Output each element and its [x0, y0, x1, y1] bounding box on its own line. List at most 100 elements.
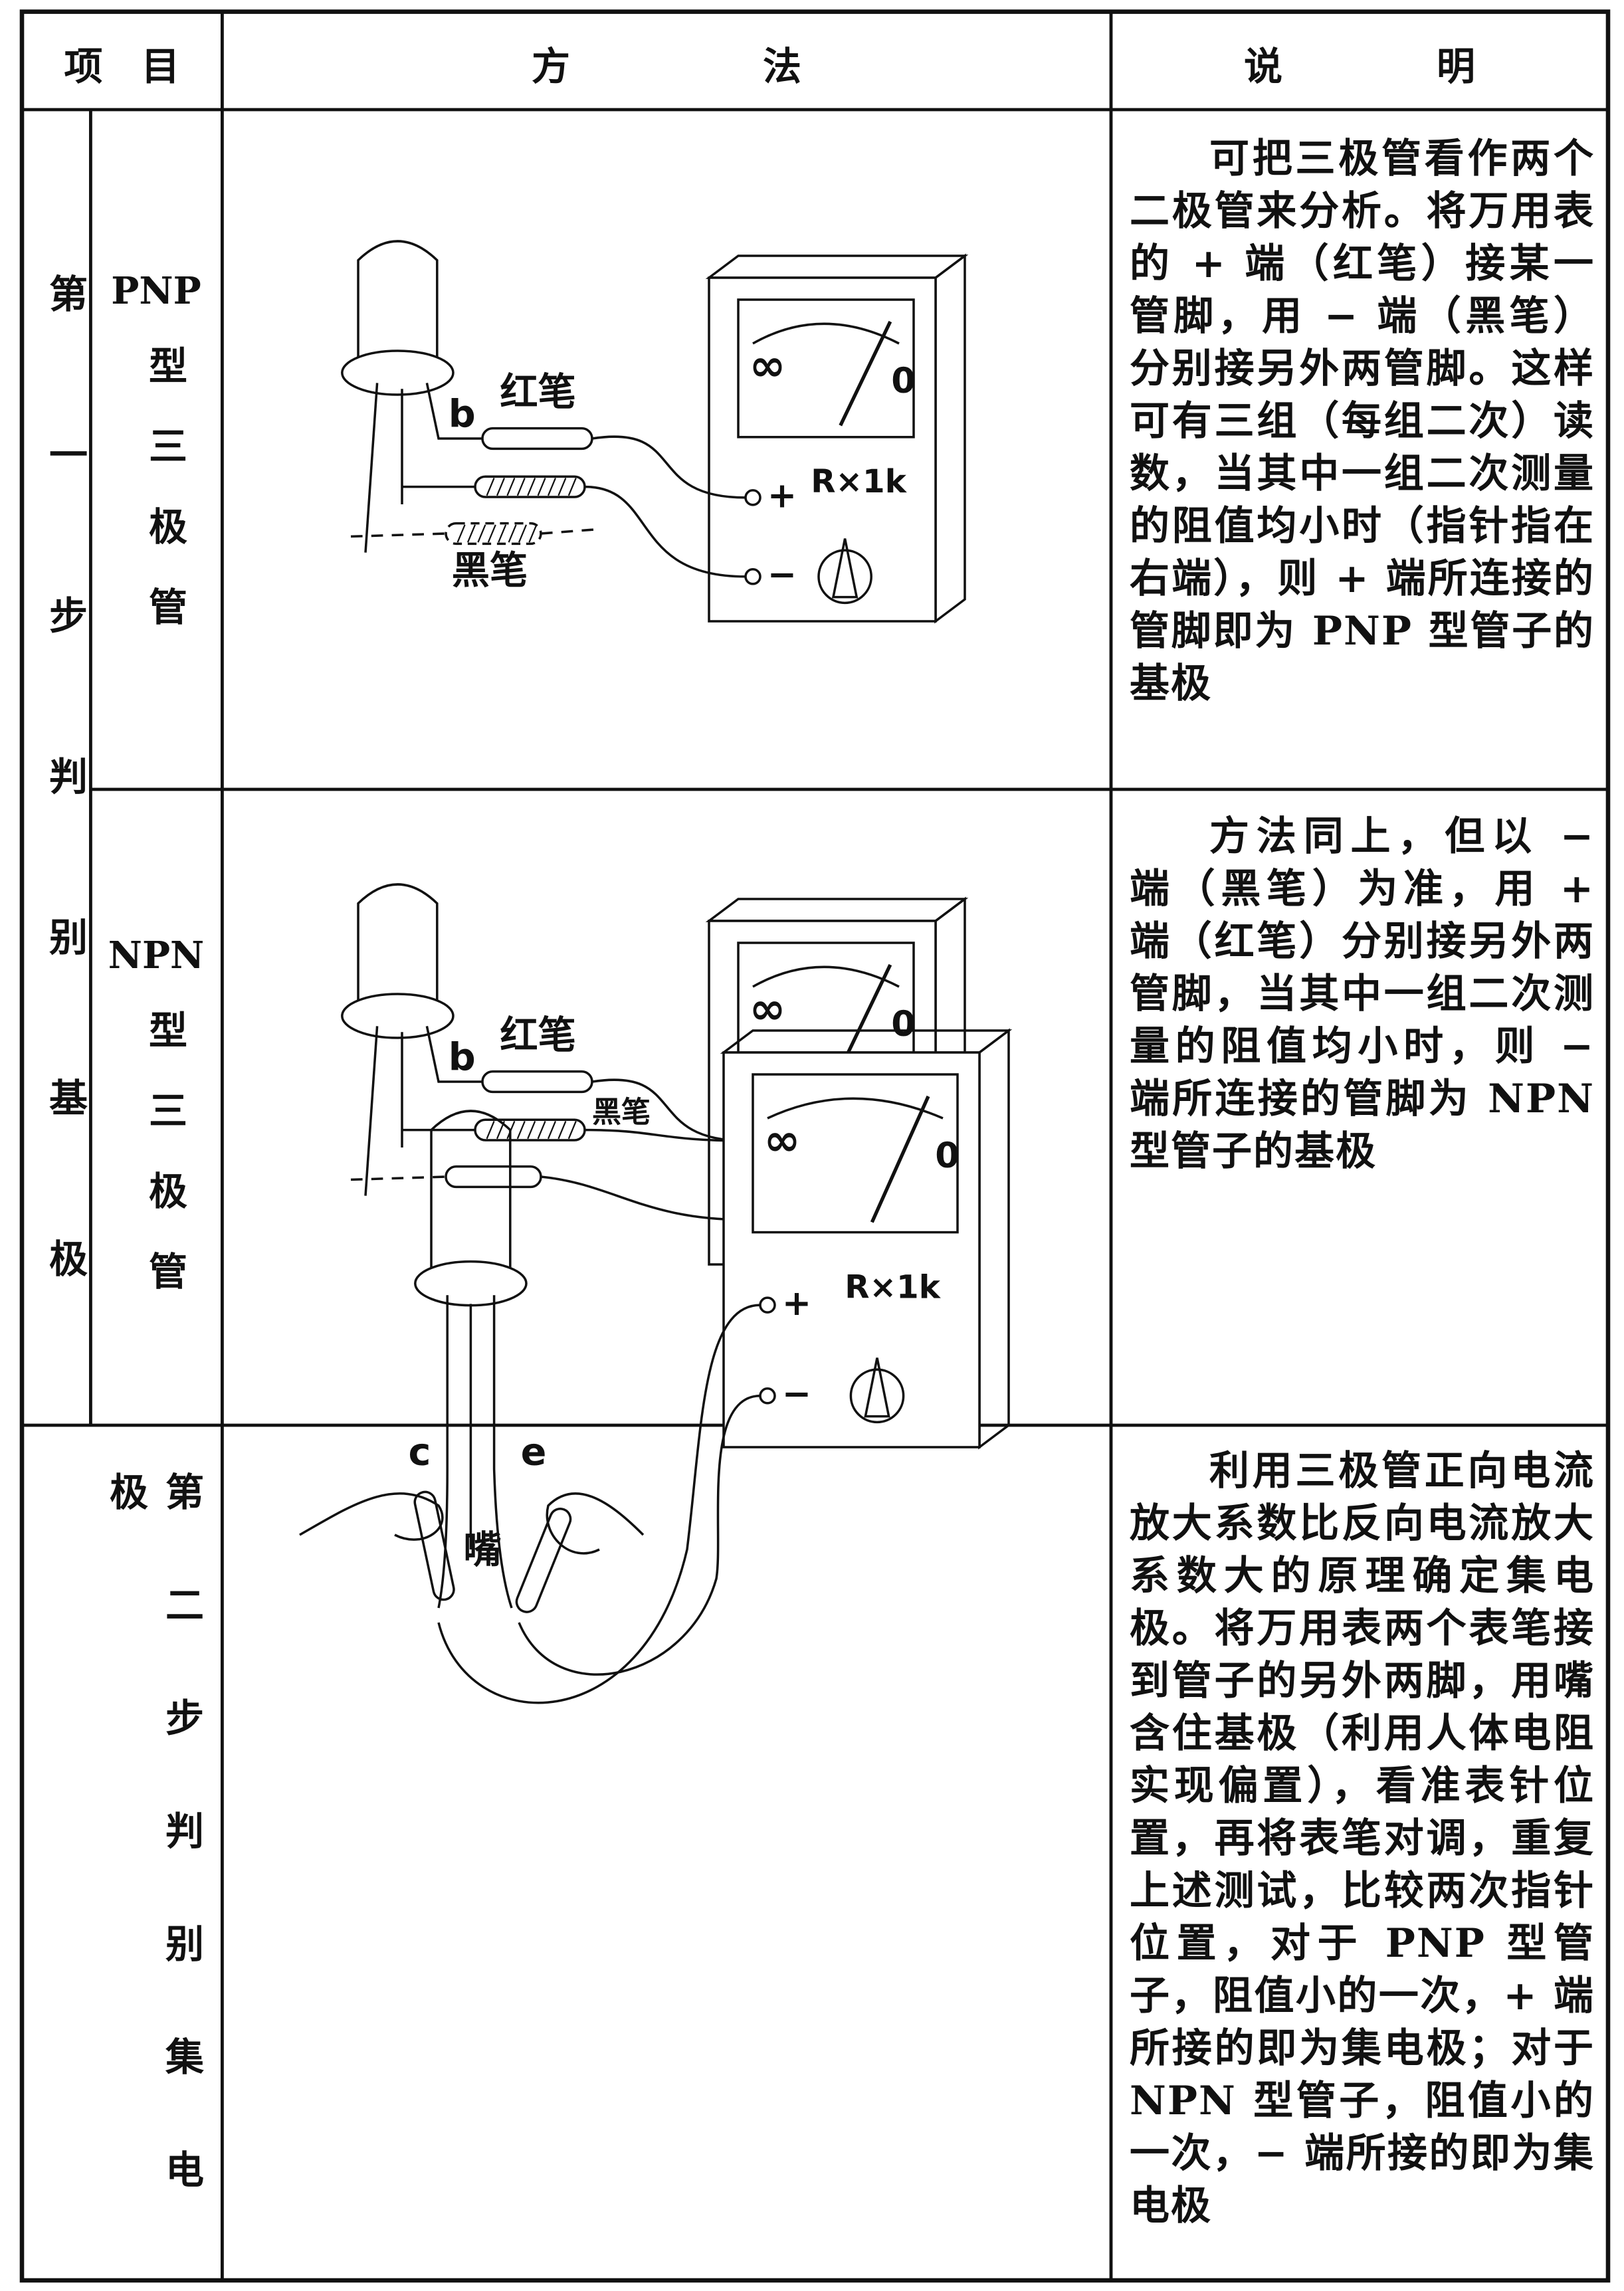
figure-label: 黑笔	[452, 549, 528, 593]
wire	[584, 1128, 746, 1142]
figure-label: ∞	[764, 1114, 801, 1165]
probe-hatch	[486, 1120, 495, 1140]
lead-dashed	[540, 528, 600, 535]
meter-body	[722, 1051, 981, 1448]
probe	[474, 1118, 586, 1142]
probe	[515, 1508, 572, 1613]
lead	[425, 383, 483, 440]
probe-hatch	[466, 524, 476, 543]
probe	[445, 1165, 542, 1189]
figure-label: 0	[891, 361, 916, 401]
probe-hatch	[567, 477, 577, 496]
probe-hatch	[516, 1120, 526, 1140]
figure-label: 黑笔	[592, 1095, 651, 1129]
knob	[817, 549, 872, 605]
probe-hatch	[537, 477, 546, 496]
transistor-code: PNP	[111, 269, 201, 313]
knob-pointer	[831, 538, 859, 599]
figure-label: c	[408, 1431, 431, 1474]
probe-hatch	[486, 477, 495, 496]
probe-hatch	[477, 524, 486, 543]
wire	[591, 435, 746, 499]
figure-label: +	[767, 476, 797, 516]
probe-hatch	[528, 524, 538, 543]
terminal	[744, 568, 761, 585]
probe-hatch	[508, 524, 517, 543]
figure-label: −	[782, 1373, 811, 1414]
transistor-can	[357, 240, 439, 373]
note: 方法同上，但以 − 端（黑笔）为准，用 + 端（红笔）分别接另外两管脚，当其中一…	[1130, 813, 1595, 1175]
figure-label: 红笔	[500, 1014, 575, 1058]
probe	[445, 522, 542, 546]
wire	[540, 1175, 746, 1221]
figure-label: b	[449, 393, 476, 437]
figure-label: ∞	[750, 340, 786, 391]
probe-hatch	[457, 524, 466, 543]
probe	[413, 1490, 455, 1601]
figure-label: 0	[935, 1136, 960, 1176]
lead	[437, 1295, 449, 1609]
note: 利用三极管正向电流放大系数比反向电流放大系数大的原理确定集电极。将万用表两个表笔…	[1130, 1448, 1595, 2229]
step-title: 第一步判别基极	[43, 274, 88, 1399]
probe-hatch	[547, 477, 557, 496]
probe-hatch	[516, 477, 526, 496]
transistor-code: NPN	[108, 934, 205, 977]
transistor-flange	[341, 349, 455, 396]
lead-dashed	[350, 1175, 447, 1181]
table-lines	[19, 9, 1611, 2283]
probe-hatch	[506, 477, 516, 496]
probe-hatch	[518, 524, 528, 543]
knob-pointer	[864, 1357, 890, 1418]
meter-needle	[839, 320, 892, 427]
probe-hatch	[496, 477, 506, 496]
meter-body	[708, 276, 937, 623]
meter-window	[737, 298, 915, 439]
transistor-type: 型三极管	[142, 346, 187, 667]
terminal	[759, 1387, 776, 1405]
header-method: 方 法	[531, 44, 801, 89]
lead	[492, 1295, 513, 1609]
probe-hatch	[487, 524, 496, 543]
terminal	[744, 489, 761, 506]
meter-side	[934, 253, 966, 624]
probe-hatch	[537, 1120, 546, 1140]
hand	[299, 1492, 444, 1541]
meter-needle	[870, 1095, 930, 1223]
figure-label: −	[767, 554, 797, 595]
figure-label: 红笔	[500, 371, 575, 415]
probe	[474, 475, 586, 498]
meter-scale	[752, 965, 900, 988]
transistor-can	[430, 1110, 512, 1284]
probe-hatch	[527, 477, 536, 496]
transistor-flange	[414, 1260, 528, 1307]
wire	[591, 1078, 746, 1142]
figure-label: +	[782, 1283, 811, 1324]
wire	[437, 1304, 761, 1704]
header-note: 说 明	[1243, 44, 1475, 89]
meter-window	[752, 1073, 959, 1234]
wire	[584, 485, 746, 578]
probe-hatch	[527, 1120, 536, 1140]
note: 可把三极管看作两个二极管来分析。将万用表的 + 端（红笔）接某一管脚，用 − 端…	[1130, 136, 1595, 707]
transistor-type: 型三极管	[142, 1010, 187, 1332]
figure-label: R×1k	[845, 1268, 941, 1306]
meter-side	[978, 1028, 1010, 1450]
figure-label: 0	[891, 1004, 916, 1045]
wire	[518, 1395, 761, 1676]
probe	[481, 427, 593, 450]
figure-label: R×1k	[811, 463, 907, 500]
transistor-can	[357, 883, 439, 1017]
lead	[425, 1026, 483, 1083]
knob	[849, 1368, 905, 1424]
hand	[546, 1492, 645, 1555]
probe-hatch	[547, 1120, 557, 1140]
lead	[364, 1026, 379, 1196]
probe-hatch	[498, 524, 507, 543]
terminal	[759, 1296, 776, 1314]
transistor-flange	[341, 993, 455, 1039]
meter-top	[705, 898, 969, 922]
step-title: 第二步判别集电极	[103, 1472, 204, 2262]
